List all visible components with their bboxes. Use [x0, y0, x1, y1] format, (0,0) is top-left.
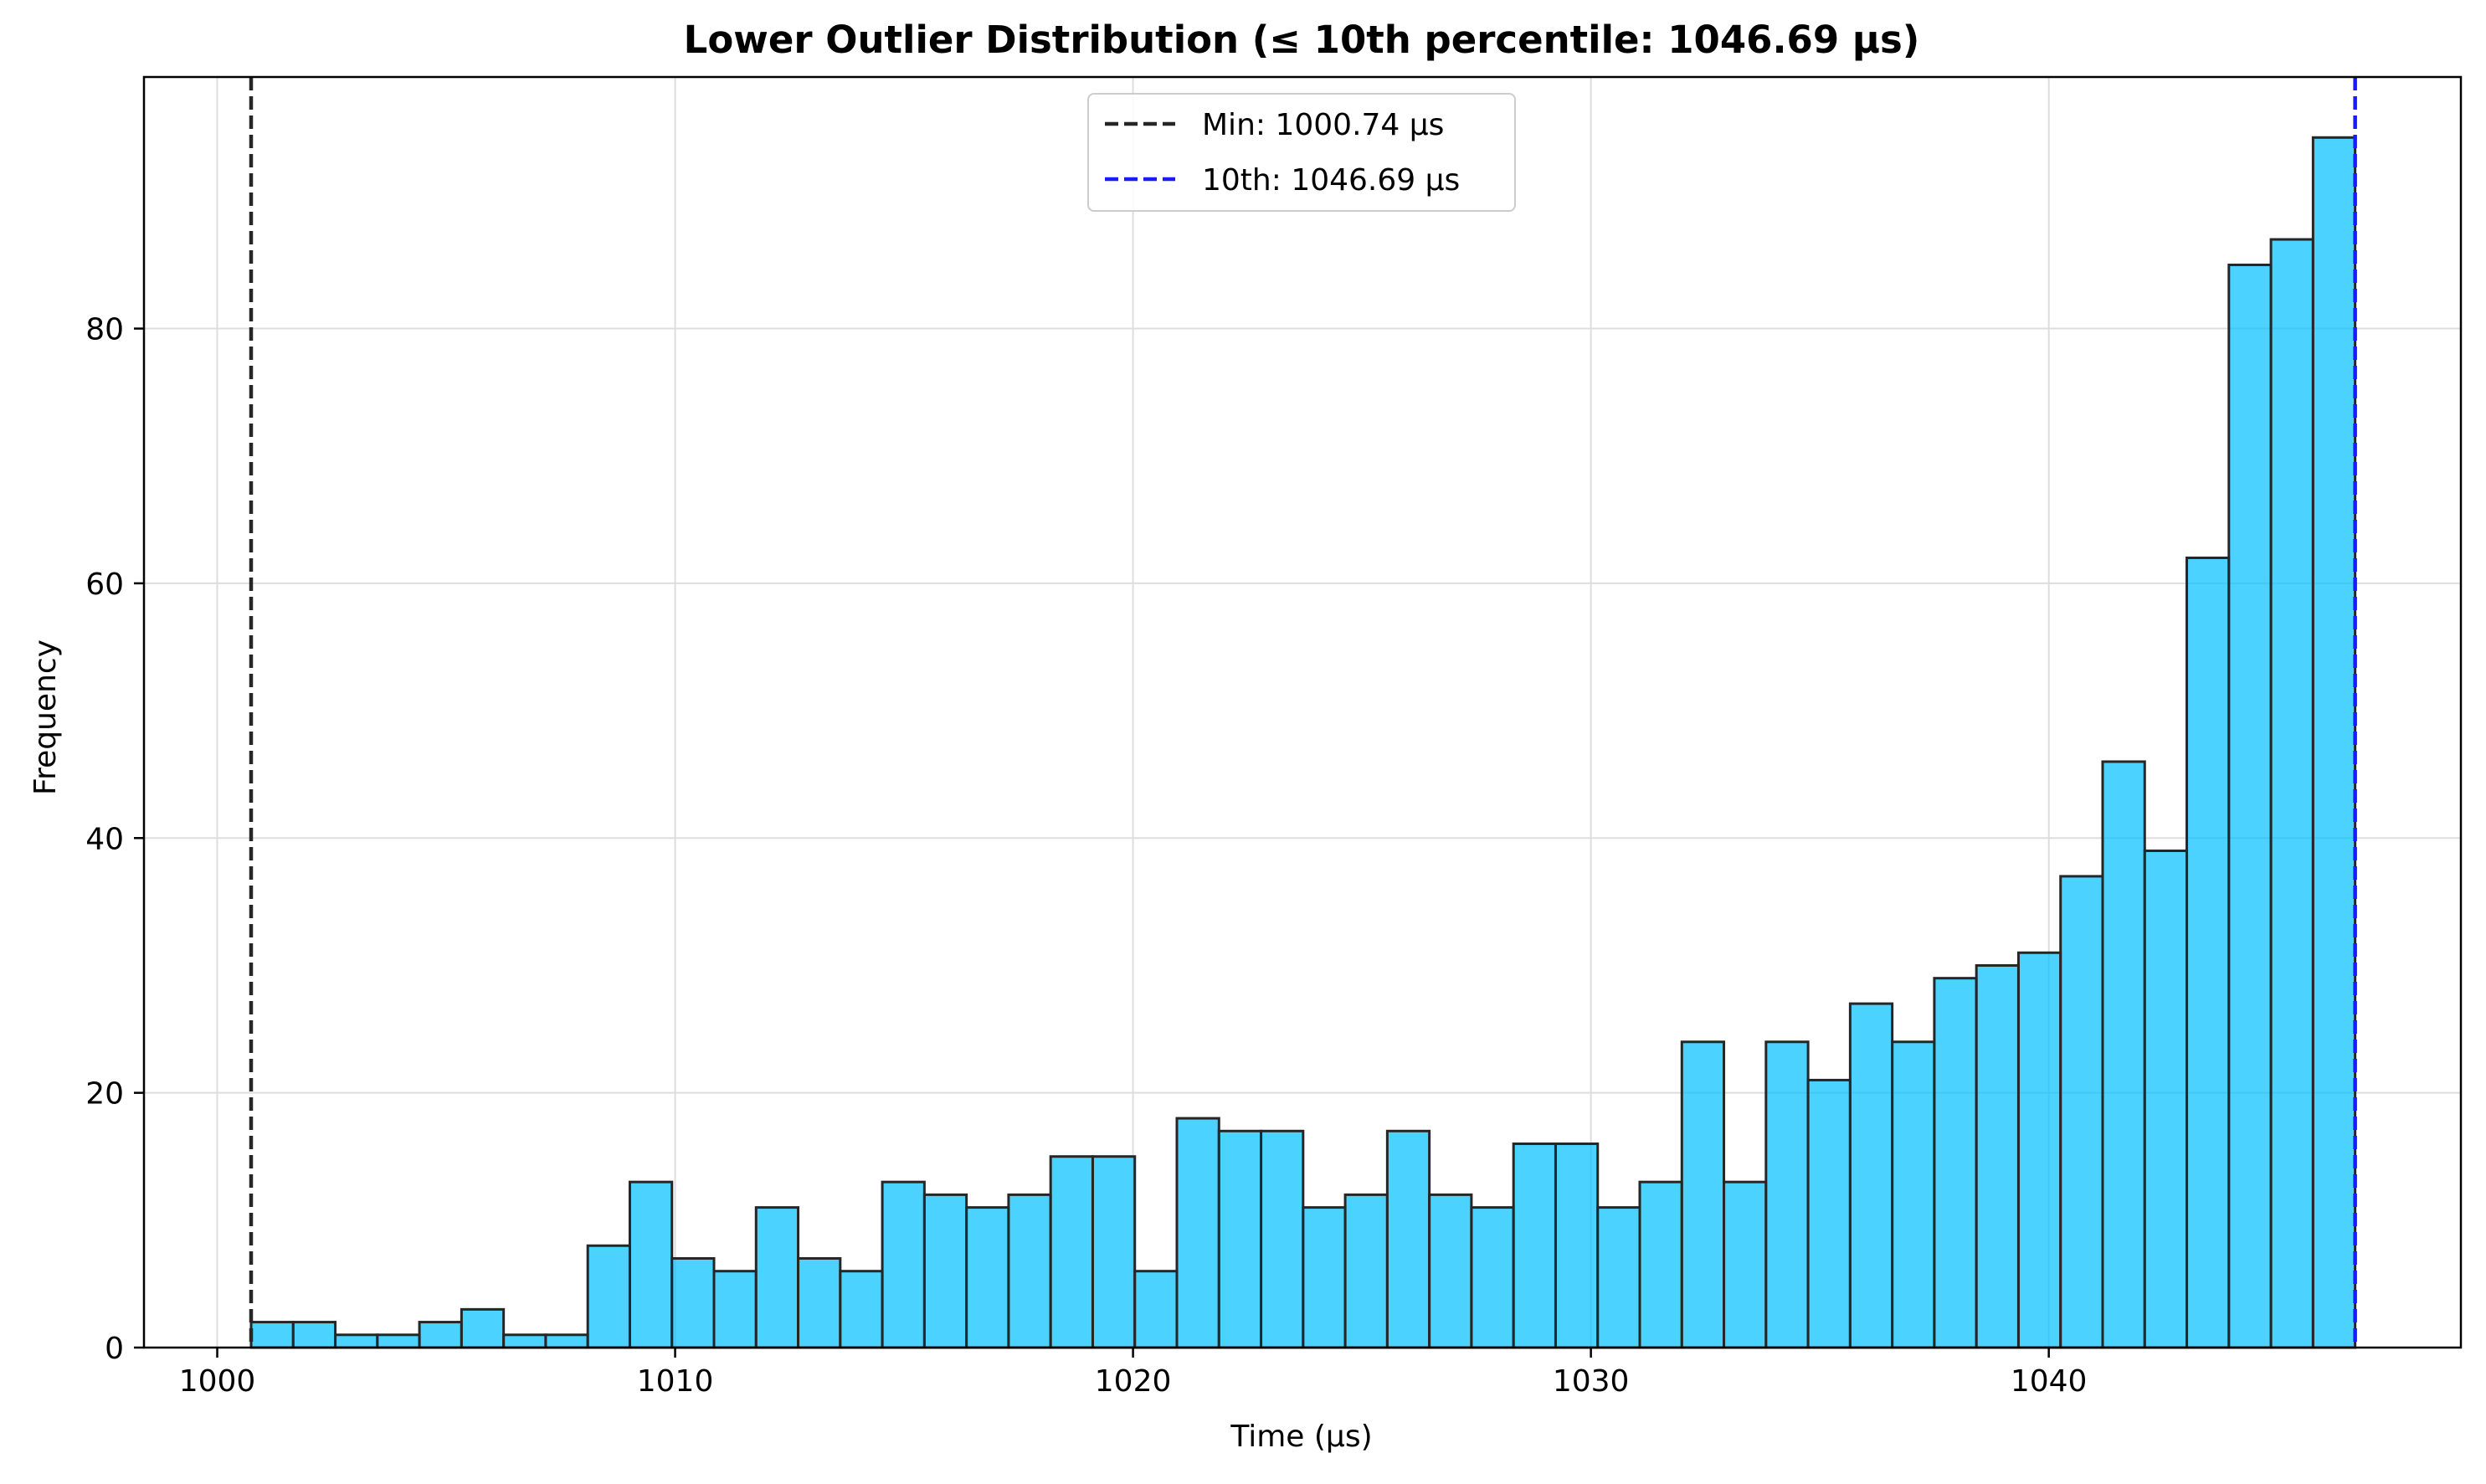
histogram-bar	[1933, 977, 1978, 1349]
histogram-bar	[2059, 875, 2104, 1349]
histogram-bar	[1891, 1040, 1936, 1349]
histogram-bar	[1470, 1206, 1515, 1349]
histogram-bar	[1133, 1270, 1179, 1349]
histogram-bar	[1091, 1155, 1137, 1349]
legend-box	[1087, 93, 1516, 212]
histogram-bar	[1680, 1040, 1726, 1349]
histogram-bar	[628, 1180, 674, 1349]
histogram-bar	[1848, 1002, 1894, 1349]
ticks-layer: 1000 1010 1020 1030 1040 0 20 40 60 80	[85, 313, 2087, 1399]
histogram-bar	[1175, 1117, 1220, 1349]
y-tick-label: 20	[85, 1077, 124, 1112]
histogram-bar	[881, 1180, 926, 1349]
histogram-bar	[2269, 238, 2314, 1349]
histogram-bar	[797, 1256, 842, 1349]
y-tick-label: 60	[85, 567, 124, 602]
histogram-bar	[2227, 263, 2273, 1349]
histogram-bar	[1975, 963, 2020, 1349]
x-tick-label: 1040	[2011, 1364, 2088, 1399]
histogram-bar	[544, 1333, 589, 1349]
histogram-bar	[418, 1321, 463, 1349]
histogram-bar	[922, 1193, 968, 1349]
histogram-bar	[754, 1206, 800, 1349]
histogram-bar	[2143, 849, 2189, 1349]
histogram-bar	[249, 1321, 295, 1349]
histogram-bar	[965, 1206, 1010, 1349]
x-tick-label: 1030	[1553, 1364, 1630, 1399]
histogram-bar	[839, 1270, 884, 1349]
histogram-bar	[1638, 1180, 1683, 1349]
histogram-bar	[334, 1333, 379, 1349]
histogram-bar	[1302, 1206, 1347, 1349]
x-axis-label: Time (µs)	[1230, 1420, 1372, 1454]
y-tick-label: 40	[85, 822, 124, 856]
y-tick-label: 0	[105, 1332, 124, 1366]
y-tick-label: 80	[85, 313, 124, 347]
histogram-bar	[1428, 1193, 1473, 1349]
histogram-bar	[2016, 951, 2062, 1349]
histogram-bar	[1217, 1129, 1263, 1349]
chart-title: Lower Outlier Distribution (≤ 10th perce…	[684, 18, 1920, 62]
histogram-bar	[586, 1244, 631, 1349]
histogram-bar	[1260, 1129, 1305, 1349]
x-tick-label: 1010	[637, 1364, 714, 1399]
histogram-bar	[2101, 760, 2146, 1349]
histogram-bar	[670, 1256, 716, 1349]
y-axis-label: Frequency	[28, 639, 63, 795]
histogram-bar	[1007, 1193, 1052, 1349]
histogram-bar	[1806, 1078, 1852, 1349]
legend-entry-label: 10th: 1046.69 µs	[1202, 163, 1460, 198]
histogram-bar	[460, 1307, 506, 1349]
histogram-bar	[1596, 1206, 1641, 1349]
x-tick-label: 1000	[179, 1364, 256, 1399]
histogram-bar	[1049, 1155, 1094, 1349]
x-tick-label: 1020	[1095, 1364, 1172, 1399]
histogram-bar	[1343, 1193, 1389, 1349]
histogram-bar	[1385, 1129, 1431, 1349]
histogram-bar	[1554, 1143, 1600, 1349]
legend: Min: 1000.74 µs 10th: 1046.69 µs	[1087, 93, 1516, 212]
histogram-bar	[1723, 1180, 1768, 1349]
legend-entry-label: Min: 1000.74 µs	[1202, 108, 1444, 142]
histogram-bar	[1512, 1143, 1557, 1349]
histogram-bar	[2186, 556, 2231, 1349]
histogram-bar	[502, 1333, 547, 1349]
plot-frame	[142, 75, 2463, 1349]
bars-layer	[249, 136, 2357, 1349]
histogram-bar	[1764, 1040, 1810, 1349]
histogram-bar	[2311, 136, 2357, 1349]
histogram-bar	[376, 1333, 421, 1349]
reference-lines-layer	[249, 77, 2357, 1348]
histogram-bar	[291, 1321, 337, 1349]
histogram-bar	[712, 1270, 758, 1349]
